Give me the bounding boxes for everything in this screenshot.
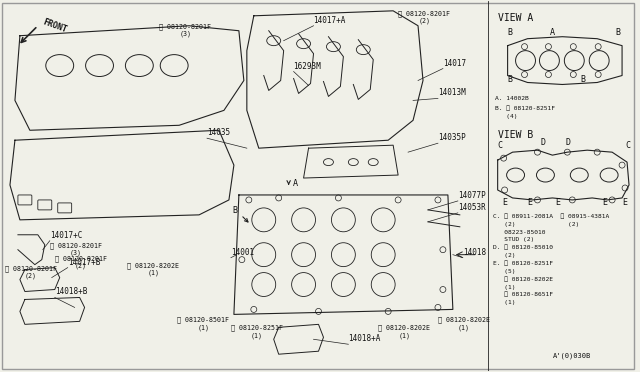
Text: E: E (556, 198, 561, 207)
Text: D: D (565, 138, 570, 147)
Text: VIEW A: VIEW A (498, 13, 533, 23)
Text: 14018+A: 14018+A (348, 334, 381, 343)
Text: B: B (508, 28, 513, 37)
Text: 14077P: 14077P (458, 191, 486, 200)
Text: Ⓑ 08120-8202E
(1): Ⓑ 08120-8202E (1) (438, 317, 490, 331)
Text: 14053R: 14053R (458, 203, 486, 212)
Text: Ⓑ 08120-8202E
(1): Ⓑ 08120-8202E (1) (127, 262, 179, 276)
Text: 14018: 14018 (463, 248, 486, 257)
Text: VIEW B: VIEW B (498, 130, 533, 140)
Text: Ⓑ 08120-8201F
(3): Ⓑ 08120-8201F (3) (50, 242, 102, 256)
Text: Ⓑ 08120-8651F: Ⓑ 08120-8651F (493, 292, 553, 298)
Text: E: E (527, 198, 532, 207)
Text: C. Ⓝ 08911-2081A  Ⓜ 08915-4381A: C. Ⓝ 08911-2081A Ⓜ 08915-4381A (493, 213, 609, 219)
Text: 14017+A: 14017+A (314, 16, 346, 25)
Text: D. Ⓑ 08120-85010: D. Ⓑ 08120-85010 (493, 244, 553, 250)
Text: E: E (602, 198, 607, 207)
Text: (2): (2) (493, 253, 515, 258)
Text: B: B (508, 76, 513, 84)
Text: Ⓑ 08120-8202E: Ⓑ 08120-8202E (493, 276, 553, 282)
Text: Ⓑ 08120-8201F
(2): Ⓑ 08120-8201F (2) (398, 10, 450, 24)
Text: A: A (549, 28, 554, 37)
Text: 14035: 14035 (207, 128, 230, 137)
Text: A'(0)030B: A'(0)030B (552, 352, 591, 359)
Text: STUD (2): STUD (2) (493, 237, 534, 242)
Text: B: B (615, 28, 620, 37)
Text: Ⓑ 08120-8201F
(3): Ⓑ 08120-8201F (3) (159, 23, 211, 37)
Text: (1): (1) (493, 285, 515, 289)
Text: E: E (622, 198, 627, 207)
Text: Ⓑ 08120-8501F
(1): Ⓑ 08120-8501F (1) (177, 317, 229, 331)
Text: A. 14002B: A. 14002B (495, 96, 529, 102)
Text: FRONT: FRONT (42, 18, 68, 35)
Text: 14017+C: 14017+C (50, 231, 82, 240)
Text: 08223-85010: 08223-85010 (493, 230, 545, 235)
Text: (4): (4) (495, 114, 517, 119)
Text: E: E (502, 198, 508, 207)
Text: A: A (292, 179, 298, 188)
Text: C: C (498, 141, 502, 150)
Text: Ⓑ 08120-8201F
(2): Ⓑ 08120-8201F (2) (55, 255, 107, 269)
Text: (1): (1) (493, 301, 515, 305)
Text: 14001: 14001 (231, 248, 254, 257)
Text: E. Ⓑ 08120-8251F: E. Ⓑ 08120-8251F (493, 260, 553, 266)
Text: 14017: 14017 (443, 58, 466, 68)
Text: Ⓑ 08120-8251F
(1): Ⓑ 08120-8251F (1) (231, 325, 283, 339)
Text: (2)              (2): (2) (2) (493, 222, 579, 227)
Text: 16293M: 16293M (294, 61, 321, 71)
Text: B: B (232, 206, 237, 215)
Text: Ⓑ 08120-8202E
(1): Ⓑ 08120-8202E (1) (378, 325, 430, 339)
Text: D: D (540, 138, 545, 147)
Text: B: B (580, 76, 585, 84)
Text: B. Ⓑ 08120-8251F: B. Ⓑ 08120-8251F (495, 106, 555, 111)
Text: 14035P: 14035P (438, 133, 466, 142)
Text: 14013M: 14013M (438, 89, 466, 97)
Text: 14017+B: 14017+B (68, 258, 100, 267)
Text: Ⓑ 08120-8201F
(2): Ⓑ 08120-8201F (2) (5, 265, 57, 279)
Text: 14018+B: 14018+B (55, 288, 87, 296)
Text: C: C (625, 141, 630, 150)
Text: (5): (5) (493, 269, 515, 273)
